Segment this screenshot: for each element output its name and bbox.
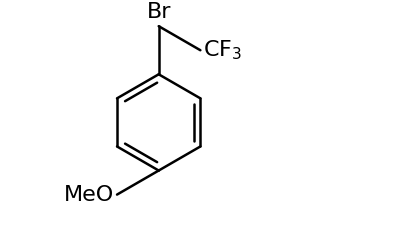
Text: CF$_3$: CF$_3$ (203, 38, 242, 62)
Text: Br: Br (146, 3, 171, 22)
Text: MeO: MeO (64, 185, 114, 205)
